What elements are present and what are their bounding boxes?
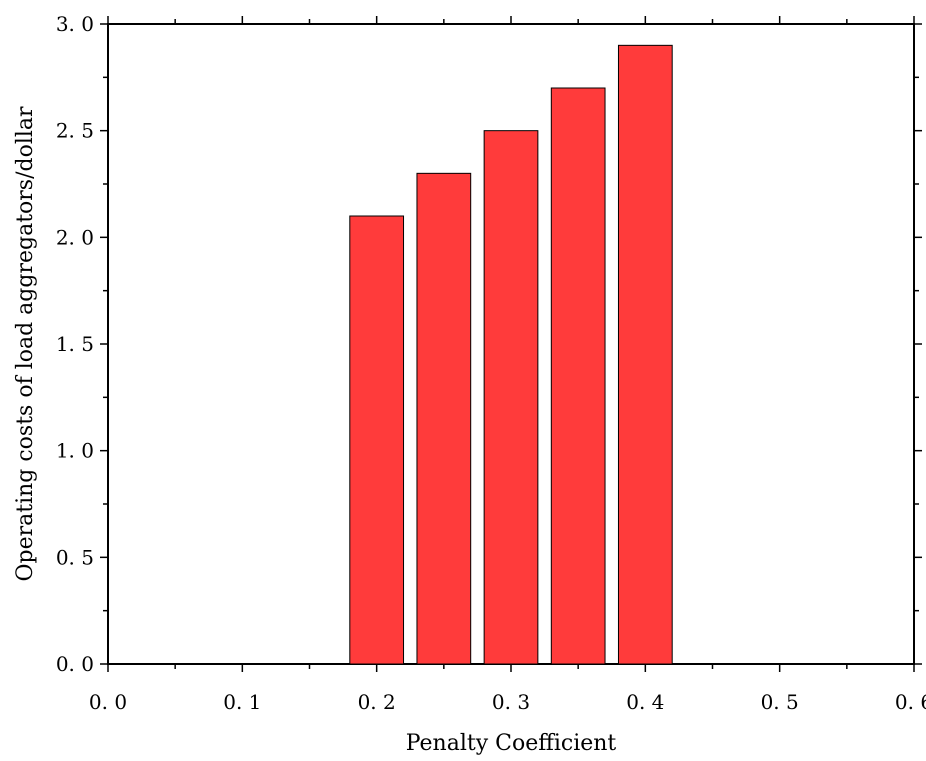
bar-3 — [550, 87, 606, 665]
y-tick-label: 1. 0 — [56, 439, 94, 463]
y-tick-labels: 0. 0 0. 5 1. 0 1. 5 2. 0 2. 5 3. 0 — [56, 12, 94, 676]
y-axis-title: Operating costs of load aggregators/doll… — [13, 106, 38, 582]
y-tick-label: 0. 0 — [56, 652, 94, 676]
bar-1 — [416, 172, 472, 665]
x-tick-label: 0. 3 — [492, 690, 530, 714]
x-tick-label: 0. 0 — [89, 690, 127, 714]
bars-group — [349, 44, 673, 665]
y-tick-label: 2. 5 — [56, 119, 94, 143]
x-tick-labels: 0. 0 0. 1 0. 2 0. 3 0. 4 0. 5 0. 6 — [89, 690, 926, 714]
y-tick-label: 2. 0 — [56, 225, 94, 249]
bar-2 — [483, 130, 539, 665]
y-tick-label: 1. 5 — [56, 332, 94, 356]
y-tick-label: 0. 5 — [56, 545, 94, 569]
x-tick-label: 0. 1 — [223, 690, 261, 714]
x-tick-label: 0. 5 — [761, 690, 799, 714]
bar-0 — [349, 215, 405, 665]
axis-ticks — [100, 16, 922, 672]
x-tick-label: 0. 2 — [358, 690, 396, 714]
x-tick-label: 0. 6 — [895, 690, 926, 714]
x-axis-title: Penalty Coefficient — [406, 731, 617, 756]
bar-4 — [617, 44, 673, 665]
y-tick-label: 3. 0 — [56, 12, 94, 36]
x-tick-label: 0. 4 — [626, 690, 664, 714]
